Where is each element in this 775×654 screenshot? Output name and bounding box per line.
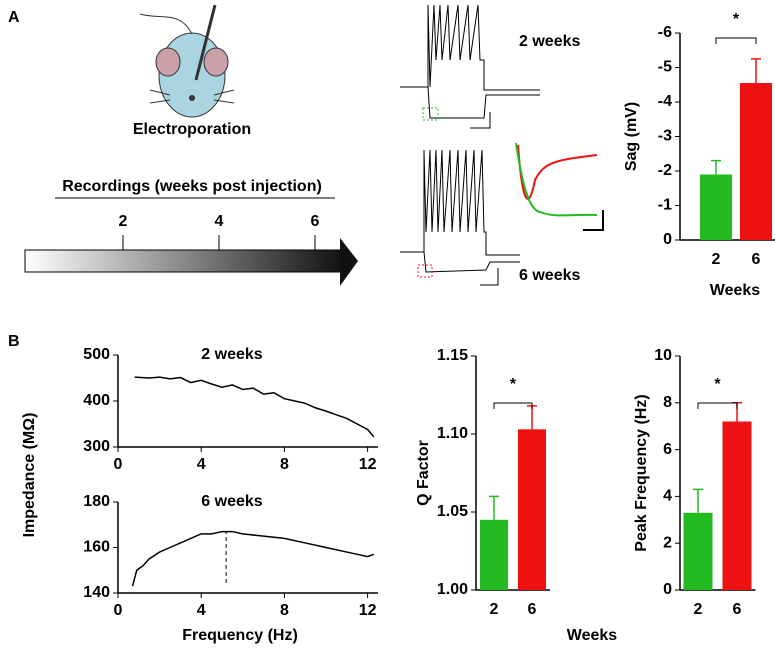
y-tick-label: 500 [83,346,110,363]
y-tick-label: 300 [83,438,110,455]
bar [722,421,752,590]
bar [518,429,546,590]
y-label: Sag (mV) [623,102,640,171]
x-tick-label: 2 [490,601,499,618]
y-tick-label: 2 [663,534,672,551]
timeline-tick-label: 4 [215,213,224,230]
y-tick-label: 1.10 [437,425,468,442]
error-bar [489,495,499,520]
y-tick-label: 140 [83,584,110,601]
x-tick-label: 6 [528,601,537,618]
line [131,530,375,587]
bar [683,512,713,590]
y-tick-label: 160 [83,539,110,556]
bar [480,519,508,590]
bar [740,83,772,241]
significance-bracket [493,402,533,409]
x-tick-label: 12 [359,602,377,619]
timeline-tick-label: 2 [119,213,128,230]
label: Electroporation [133,121,251,138]
y-tick-label: -3 [658,128,672,145]
y-tick-label: -5 [658,59,672,76]
chart-title: 2 weeks [201,346,262,363]
mouse [139,4,235,118]
x-tick-label: 2 [712,251,721,268]
significance-bracket [697,402,738,409]
trace-label: 6 weeks [519,267,580,284]
y-tick-label: 1.05 [437,503,468,520]
y-tick-label: -6 [658,24,672,41]
x-tick-label: 12 [359,456,377,473]
x-tick-label: 2 [694,601,703,618]
significance: * [510,376,517,393]
x-label: Frequency (Hz) [182,627,298,644]
y-tick-label: 1.00 [437,581,468,598]
panel-label: A [8,9,20,26]
x-tick-label: 6 [733,601,742,618]
y-label: Impedance (MΩ) [21,413,38,538]
y-tick-label: -1 [658,197,672,214]
x-tick-label: 0 [114,456,123,473]
line [134,376,375,438]
y-tick-label: 0 [663,231,672,248]
y-tick-label: 6 [663,441,672,458]
y-tick-label: 8 [663,394,672,411]
y-tick-label: -4 [658,93,672,110]
arrow-head [340,238,358,286]
y-tick-label: 10 [654,347,672,364]
x-label: Weeks [710,282,761,299]
x-tick-label: 8 [280,456,289,473]
panel-label: B [8,333,20,350]
significance: * [714,376,721,393]
y-tick-label: -2 [658,162,672,179]
error-bar [711,159,721,175]
traces: 2 weeks 6 weeks [400,4,604,286]
bar [700,174,732,240]
y-label: Peak Frequency (Hz) [633,394,650,551]
x-tick-label: 8 [280,602,289,619]
error-bar [751,58,761,84]
y-tick-label: 0 [663,581,672,598]
error-bar [693,488,703,513]
x-label: Weeks [567,627,618,644]
error-bar [527,405,537,430]
timeline-label: Recordings (weeks post injection) [62,178,322,195]
trace-label: 2 weeks [519,33,580,50]
x-tick-label: 0 [114,602,123,619]
y-tick-label: 180 [83,493,110,510]
chart-title: 6 weeks [201,493,262,510]
timeline-bar [24,249,344,273]
y-tick-label: 4 [663,488,672,505]
significance-bracket [715,37,757,44]
timeline-tick-label: 6 [311,213,320,230]
significance: * [733,11,740,28]
x-tick-label: 4 [197,456,206,473]
y-tick-label: 400 [83,392,110,409]
y-label: Q Factor [415,440,432,506]
x-tick-label: 6 [752,251,761,268]
x-tick-label: 4 [197,602,206,619]
y-tick-label: 1.15 [437,347,468,364]
